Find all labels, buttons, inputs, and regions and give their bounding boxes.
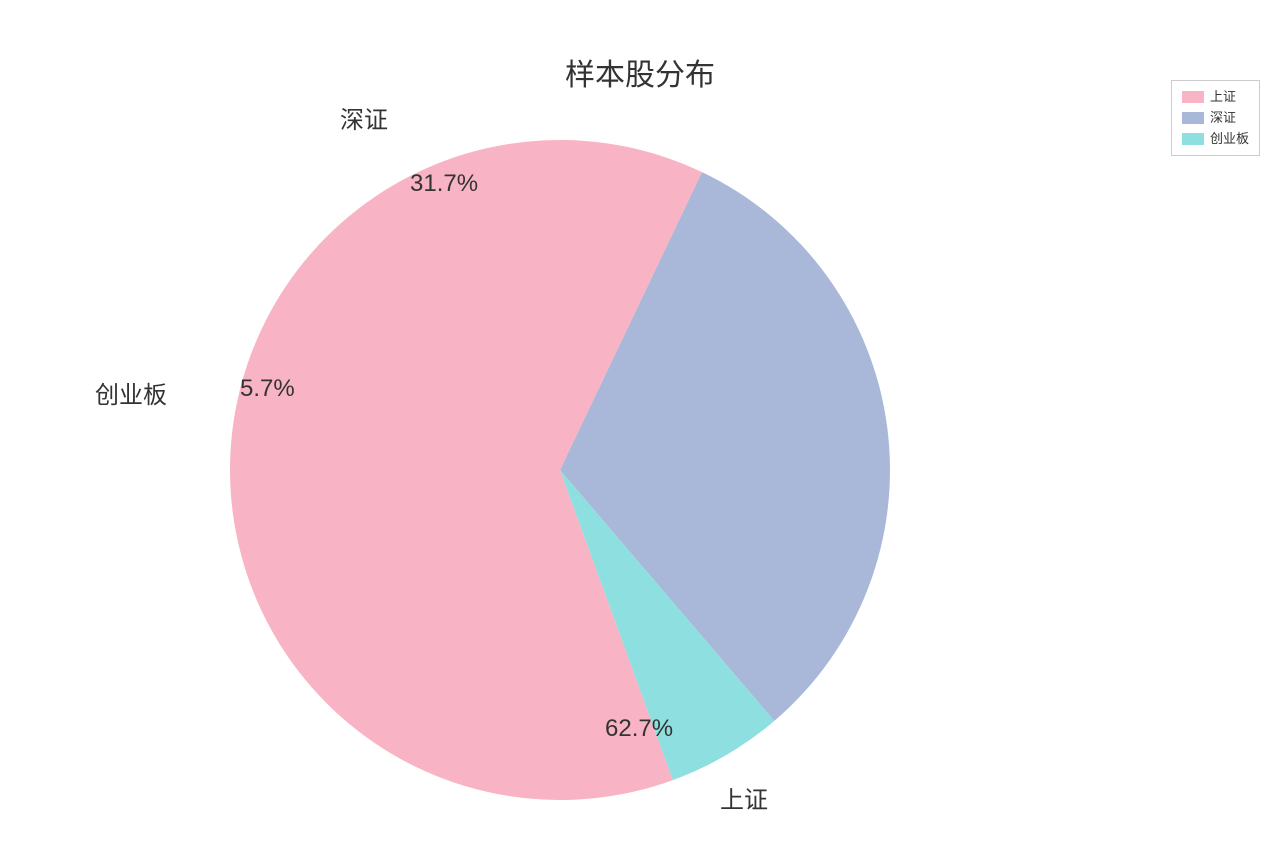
slice-pct-label: 62.7% — [605, 715, 673, 743]
legend-item: 创业板 — [1182, 129, 1249, 150]
legend-label: 创业板 — [1210, 129, 1249, 150]
legend-item: 上证 — [1182, 87, 1249, 108]
slice-pct-label: 5.7% — [240, 375, 295, 403]
slice-name-label: 上证 — [720, 780, 768, 815]
legend-swatch — [1182, 91, 1204, 103]
pie-chart-container: 样本股分布 上证62.7%深证31.7%创业板5.7% 上证 深证 创业板 — [0, 0, 1280, 850]
legend: 上证 深证 创业板 — [1171, 80, 1260, 156]
slice-name-label: 深证 — [340, 100, 388, 135]
legend-label: 深证 — [1210, 108, 1236, 129]
legend-item: 深证 — [1182, 108, 1249, 129]
slice-name-label: 创业板 — [95, 375, 167, 410]
legend-swatch — [1182, 112, 1204, 124]
slice-pct-label: 31.7% — [410, 170, 478, 198]
legend-label: 上证 — [1210, 87, 1236, 108]
legend-swatch — [1182, 133, 1204, 145]
